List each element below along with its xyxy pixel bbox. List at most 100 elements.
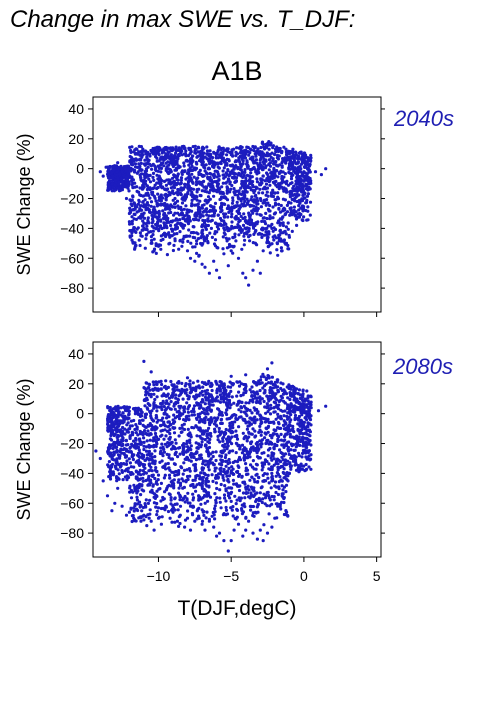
scatter-point [267,168,271,172]
scatter-point [215,161,219,165]
scatter-point [218,500,222,504]
scatter-point [235,498,239,502]
scatter-point [283,452,288,456]
scatter-point [265,172,269,176]
scatter-point [124,169,128,173]
scatter-point [235,200,239,204]
scatter-point [148,508,152,512]
scatter-point [182,468,187,472]
scatter-point [204,477,209,481]
scatter-point [210,514,214,518]
scatter-point [182,461,186,465]
scatter-point [257,191,261,195]
scatter-point [173,420,177,424]
scatter-point [167,396,172,400]
scatter-point [222,382,226,386]
scatter-point [142,149,146,153]
scatter-point [229,499,233,503]
scatter-point [241,204,245,208]
scatter-point [160,157,164,161]
scatter-point [222,231,226,235]
scatter-point [284,442,288,446]
scatter-point [168,476,172,480]
scatter-point [240,507,244,511]
scatter-point [143,198,147,202]
scatter-point [297,466,301,470]
scatter-point [182,405,187,409]
scatter-point [146,207,151,211]
scatter-point [272,166,276,170]
scatter-point [188,169,192,173]
scatter-point [120,167,124,171]
scatter-point [241,223,246,227]
scatter-point [180,387,184,391]
scatter-point [120,470,124,474]
scatter-point [173,407,177,411]
scatter-point [164,401,168,405]
scatter-point [245,226,250,230]
scatter-point [157,229,161,233]
scatter-point [230,508,234,512]
scatter-point [219,417,224,421]
scatter-point [117,428,121,432]
scatter-point [282,238,286,242]
scatter-point [119,447,123,451]
scatter-point [276,390,280,394]
scatter-point [112,458,117,462]
scatter-point [153,455,157,459]
scatter-point [155,482,159,486]
scatter-point [234,150,238,154]
scatter-point [179,211,184,215]
scatter-point [172,482,176,486]
scatter-point [113,187,117,191]
scatter-point [277,171,281,175]
scatter-point [176,397,180,401]
scatter-point [180,244,184,248]
scatter-point [153,397,157,402]
scatter-point [130,163,134,167]
scatter-point [178,495,182,499]
scatter-point [247,283,251,287]
scatter-point [261,465,265,469]
scatter-point [246,472,250,476]
scatter-point [111,168,116,172]
scatter-point [235,437,240,441]
scatter-point [253,152,257,156]
scatter-point [231,198,235,203]
scatter-point [124,462,129,466]
scatter-point [231,382,235,386]
scatter-point [159,247,163,251]
scatter-point [198,386,202,390]
scatter-point [262,399,266,404]
scatter-point [187,188,191,192]
scatter-point [194,458,198,462]
scatter-point [180,153,184,157]
scatter-point [294,153,298,157]
scatter-point [191,217,196,221]
scatter-point [228,182,232,186]
scatter-point [249,188,253,192]
scatter-point [148,162,152,166]
scatter-point [270,453,274,457]
scatter-point [150,238,154,243]
scatter-point [178,230,182,234]
scatter-point [264,405,269,409]
scatter-point [264,203,268,207]
scatter-point [137,162,141,166]
scatter-point [168,207,172,211]
scatter-point [301,448,305,453]
scatter-point [223,442,227,446]
scatter-point [232,171,236,175]
scatter-point [137,462,141,466]
scatter-point [256,220,260,224]
scatter-point [288,411,292,415]
scatter-point [252,204,256,208]
scatter-point [175,232,179,236]
scatter-point [190,425,194,430]
scatter-point [271,170,275,174]
scatter-point [273,212,277,216]
scatter-point [199,443,203,447]
scatter-point [217,412,221,416]
scatter-point [275,156,279,160]
scatter-point [203,382,207,386]
